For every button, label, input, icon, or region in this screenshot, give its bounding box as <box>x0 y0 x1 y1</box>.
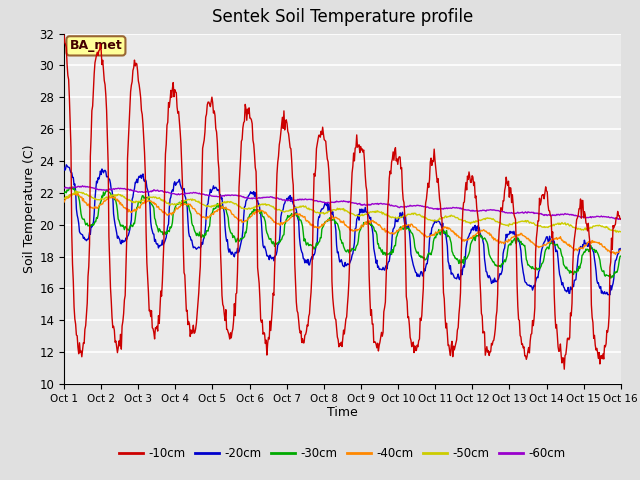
Text: BA_met: BA_met <box>70 39 122 52</box>
X-axis label: Time: Time <box>327 407 358 420</box>
Y-axis label: Soil Temperature (C): Soil Temperature (C) <box>24 144 36 273</box>
Title: Sentek Soil Temperature profile: Sentek Soil Temperature profile <box>212 9 473 26</box>
Legend: -10cm, -20cm, -30cm, -40cm, -50cm, -60cm: -10cm, -20cm, -30cm, -40cm, -50cm, -60cm <box>115 443 570 465</box>
